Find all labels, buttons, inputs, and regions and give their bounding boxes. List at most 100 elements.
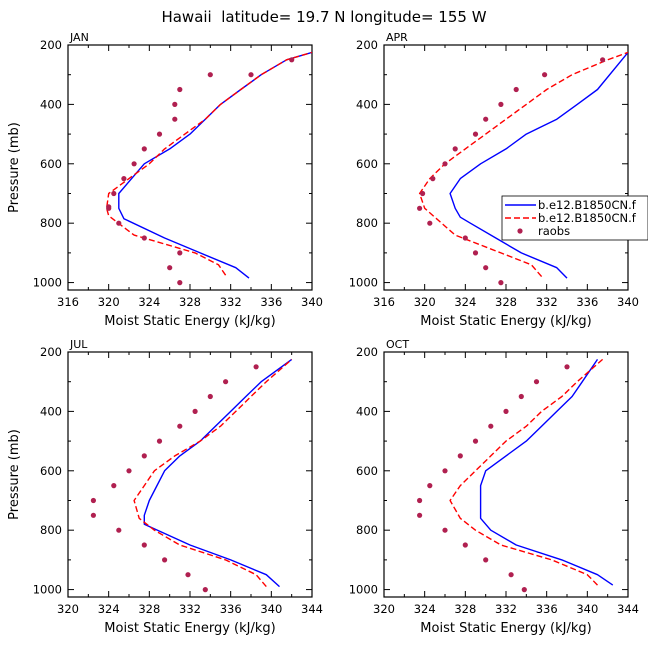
raobs-point [177,423,183,429]
raobs-point [141,542,147,548]
raobs-point [116,527,122,533]
series-line-model2 [418,51,628,278]
raobs-point [508,572,514,578]
raobs-point [172,116,178,122]
y-tick-label: 400 [356,97,378,111]
raobs-point [472,131,479,137]
legend-dot-marker [517,228,523,234]
x-tick-label: 340 [260,602,282,616]
raobs-point [207,72,213,78]
raobs-point [116,220,122,226]
raobs-point [483,557,489,563]
raobs-point [162,557,168,563]
raobs-point [177,250,183,256]
figure-title: Hawaii latitude= 19.7 N longitude= 155 W [161,8,486,26]
raobs-point [167,265,173,271]
plot-frame [383,351,629,598]
raobs-point [111,190,117,197]
raobs-point [442,161,448,167]
raobs-point [417,205,423,211]
x-axis-label: Moist Static Energy (kJ/kg) [420,314,591,329]
raobs-point [156,438,163,444]
y-tick-label: 400 [40,404,62,418]
x-tick-label: 324 [454,295,476,309]
legend-label: b.e12.B1850CN.f [538,198,637,212]
raobs-point [472,438,479,444]
y-tick-label: 200 [356,38,378,52]
raobs-point [141,453,147,459]
raobs-point [533,379,540,385]
raobs-point [503,408,509,414]
raobs-point [420,190,426,197]
x-tick-label: 316 [57,295,79,309]
raobs-point [472,250,479,256]
series-line-model1 [449,51,628,279]
raobs-point [417,497,423,504]
raobs-point [126,468,132,474]
y-tick-label: 800 [40,523,62,537]
raobs-point [111,483,117,489]
y-tick-label: 400 [40,97,62,111]
raobs-point [253,364,259,370]
chart-panel-oct: OCT 320 324 328 332 336 340 344 200 400 600 800 1000… [349,338,639,636]
raobs-point [141,235,147,241]
plot-area [417,51,628,286]
x-tick-label: 332 [220,295,242,309]
raobs-point [442,468,448,474]
raobs-point [185,572,191,578]
series-line-model2 [133,358,293,588]
x-tick-label: 328 [495,295,517,309]
plot-area [105,51,312,286]
x-tick-label: 324 [414,602,436,616]
plot-frame [67,44,313,291]
raobs-point [452,146,458,152]
x-tick-label: 320 [373,602,395,616]
x-tick-label: 340 [617,295,639,309]
y-axis-label: Pressure (mb) [7,429,22,520]
raobs-point [600,57,606,63]
x-tick-label: 324 [138,295,160,309]
series-line-model2 [105,51,312,276]
y-axis-label: Pressure (mb) [7,122,22,213]
panel-label: OCT [386,338,409,351]
legend-label: raobs [538,224,570,238]
x-tick-label: 340 [576,602,598,616]
x-tick-label: 328 [138,602,160,616]
x-axis-label: Moist Static Energy (kJ/kg) [420,621,591,636]
y-tick-label: 1000 [349,276,378,290]
y-tick-label: 800 [356,523,378,537]
y-tick-label: 600 [356,157,378,171]
raobs-point [177,280,183,286]
y-tick-label: 1000 [33,276,62,290]
x-tick-label: 340 [301,295,323,309]
raobs-point [289,57,295,63]
x-tick-label: 324 [98,602,120,616]
raobs-point [521,587,527,593]
x-tick-label: 320 [414,295,436,309]
raobs-point [483,265,489,271]
y-tick-label: 600 [40,464,62,478]
chart-panel-jan: JAN 316 320 324 328 332 336 340 200 400 600 800 1000… [7,31,323,329]
plot-area [90,358,293,593]
plot-frame [383,44,629,291]
raobs-point [498,280,504,286]
raobs-point [223,379,229,385]
x-tick-label: 336 [576,295,598,309]
raobs-point [542,72,548,78]
chart-panel-apr: APR 316 320 324 328 332 336 340 200 400 600 800 1000… [349,31,639,329]
series-line-model1 [118,51,312,279]
raobs-point [177,86,183,93]
series-line-model1 [143,358,293,588]
legend-label: b.e12.B1850CN.f [538,211,637,225]
raobs-point [90,512,96,518]
x-axis-label: Moist Static Energy (kJ/kg) [104,621,275,636]
x-tick-label: 332 [495,602,517,616]
series-line-model1 [479,359,614,586]
raobs-point [141,146,147,152]
x-tick-label: 316 [373,295,395,309]
raobs-point [192,408,198,414]
y-tick-label: 600 [356,464,378,478]
raobs-point [498,101,504,107]
raobs-point [427,483,433,489]
